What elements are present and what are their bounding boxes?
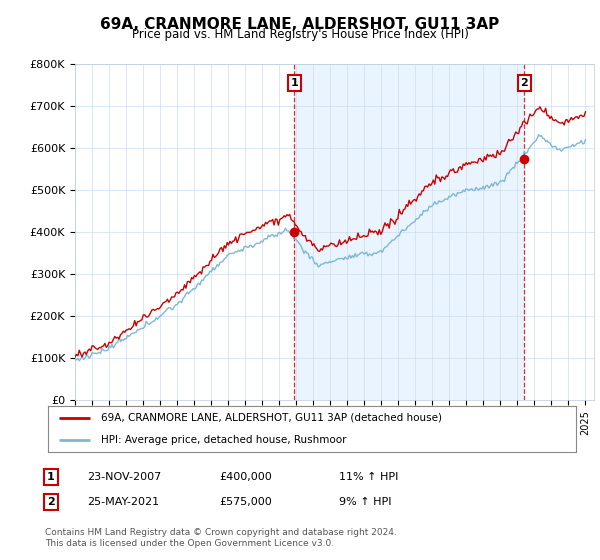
Text: 23-NOV-2007: 23-NOV-2007 [87,472,161,482]
Bar [295,64,524,400]
Text: 1: 1 [47,472,55,482]
Text: 25-MAY-2021: 25-MAY-2021 [87,497,159,507]
Text: 11% ↑ HPI: 11% ↑ HPI [339,472,398,482]
Text: 2: 2 [521,78,529,88]
Text: £400,000: £400,000 [219,472,272,482]
Text: 69A, CRANMORE LANE, ALDERSHOT, GU11 3AP (detached house): 69A, CRANMORE LANE, ALDERSHOT, GU11 3AP … [101,413,442,423]
Text: 2: 2 [47,497,55,507]
Text: 9% ↑ HPI: 9% ↑ HPI [339,497,391,507]
Text: Price paid vs. HM Land Registry's House Price Index (HPI): Price paid vs. HM Land Registry's House … [131,28,469,41]
Text: HPI: Average price, detached house, Rushmoor: HPI: Average price, detached house, Rush… [101,435,346,445]
Text: 69A, CRANMORE LANE, ALDERSHOT, GU11 3AP: 69A, CRANMORE LANE, ALDERSHOT, GU11 3AP [100,17,500,32]
Text: £575,000: £575,000 [219,497,272,507]
Text: 1: 1 [290,78,298,88]
Text: Contains HM Land Registry data © Crown copyright and database right 2024.
This d: Contains HM Land Registry data © Crown c… [45,528,397,548]
